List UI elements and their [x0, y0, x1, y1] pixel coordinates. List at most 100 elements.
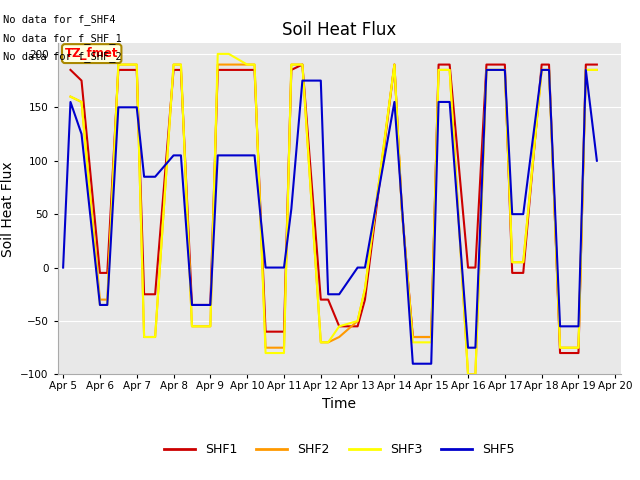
SHF5	[115, 105, 122, 110]
SHF2	[280, 345, 288, 350]
SHF5	[435, 99, 442, 105]
SHF1	[170, 67, 177, 73]
SHF5	[251, 153, 259, 158]
SHF5	[60, 264, 67, 270]
SHF3	[115, 62, 122, 68]
SHF5	[398, 201, 406, 206]
SHF2	[428, 334, 435, 340]
SHF2	[67, 94, 74, 99]
SHF1	[67, 67, 74, 73]
SHF3	[188, 324, 196, 329]
SHF2	[556, 345, 564, 350]
SHF3	[262, 350, 269, 356]
SHF1	[409, 334, 417, 340]
SHF5	[104, 302, 111, 308]
SHF3	[177, 62, 185, 68]
SHF5	[354, 264, 362, 270]
SHF1	[556, 350, 564, 356]
SHF2	[177, 62, 185, 68]
SHF5	[361, 264, 369, 270]
SHF2	[140, 334, 148, 340]
SHF3	[428, 339, 435, 345]
SHF2	[115, 62, 122, 68]
SHF5	[446, 99, 454, 105]
SHF1	[177, 67, 185, 73]
SHF5	[188, 302, 196, 308]
SHF2	[501, 67, 509, 73]
SHF5	[140, 174, 148, 180]
SHF5	[243, 153, 251, 158]
SHF2	[243, 62, 251, 68]
SHF5	[409, 361, 417, 367]
SHF3	[435, 67, 442, 73]
SHF2	[104, 297, 111, 302]
SHF3	[298, 62, 306, 68]
SHF2	[133, 62, 141, 68]
SHF1	[243, 67, 251, 73]
SHF3	[170, 62, 177, 68]
SHF1	[545, 62, 553, 68]
SHF2	[335, 334, 343, 340]
SHF1	[298, 62, 306, 68]
SHF2	[188, 324, 196, 329]
SHF1	[214, 67, 221, 73]
SHF5	[225, 153, 232, 158]
SHF2	[354, 318, 362, 324]
SHF1	[428, 334, 435, 340]
SHF2	[317, 339, 324, 345]
SHF2	[545, 67, 553, 73]
SHF3	[96, 302, 104, 308]
SHF3	[556, 345, 564, 350]
SHF1	[104, 270, 111, 276]
Text: No data for f_SHF_1: No data for f_SHF_1	[3, 33, 122, 44]
SHF1	[207, 302, 214, 308]
SHF2	[520, 259, 527, 265]
SHF1	[575, 350, 582, 356]
SHF2	[324, 339, 332, 345]
SHF3	[361, 286, 369, 292]
SHF1	[520, 270, 527, 276]
SHF1	[464, 264, 472, 270]
SHF2	[214, 62, 221, 68]
SHF2	[390, 62, 398, 68]
SHF1	[483, 62, 490, 68]
SHF3	[390, 62, 398, 68]
SHF3	[593, 67, 601, 73]
SHF5	[77, 131, 85, 137]
SHF3	[243, 62, 251, 68]
SHF3	[287, 62, 295, 68]
SHF2	[582, 67, 589, 73]
SHF5	[464, 345, 472, 350]
SHF5	[545, 67, 553, 73]
SHF2	[575, 345, 582, 350]
SHF1	[354, 324, 362, 329]
SHF1	[361, 297, 369, 302]
SHF3	[207, 324, 214, 329]
SHF5	[207, 302, 214, 308]
SHF5	[133, 105, 141, 110]
SHF1	[188, 302, 196, 308]
SHF2	[262, 345, 269, 350]
SHF2	[508, 259, 516, 265]
SHF3	[317, 339, 324, 345]
Title: Soil Heat Flux: Soil Heat Flux	[282, 21, 396, 39]
SHF5	[582, 67, 589, 73]
SHF5	[593, 158, 601, 164]
SHF3	[133, 62, 141, 68]
SHF3	[140, 334, 148, 340]
SHF3	[225, 51, 232, 57]
SHF5	[335, 291, 343, 297]
SHF3	[472, 372, 479, 377]
SHF3	[324, 339, 332, 345]
SHF5	[262, 264, 269, 270]
SHF3	[582, 67, 589, 73]
Line: SHF5: SHF5	[63, 70, 597, 364]
SHF1	[435, 62, 442, 68]
SHF2	[409, 334, 417, 340]
SHF2	[298, 62, 306, 68]
SHF1	[115, 67, 122, 73]
SHF2	[77, 99, 85, 105]
Text: No data for f_SHF4: No data for f_SHF4	[3, 14, 116, 25]
SHF1	[390, 62, 398, 68]
Text: No data for f_SHF_2: No data for f_SHF_2	[3, 51, 122, 62]
